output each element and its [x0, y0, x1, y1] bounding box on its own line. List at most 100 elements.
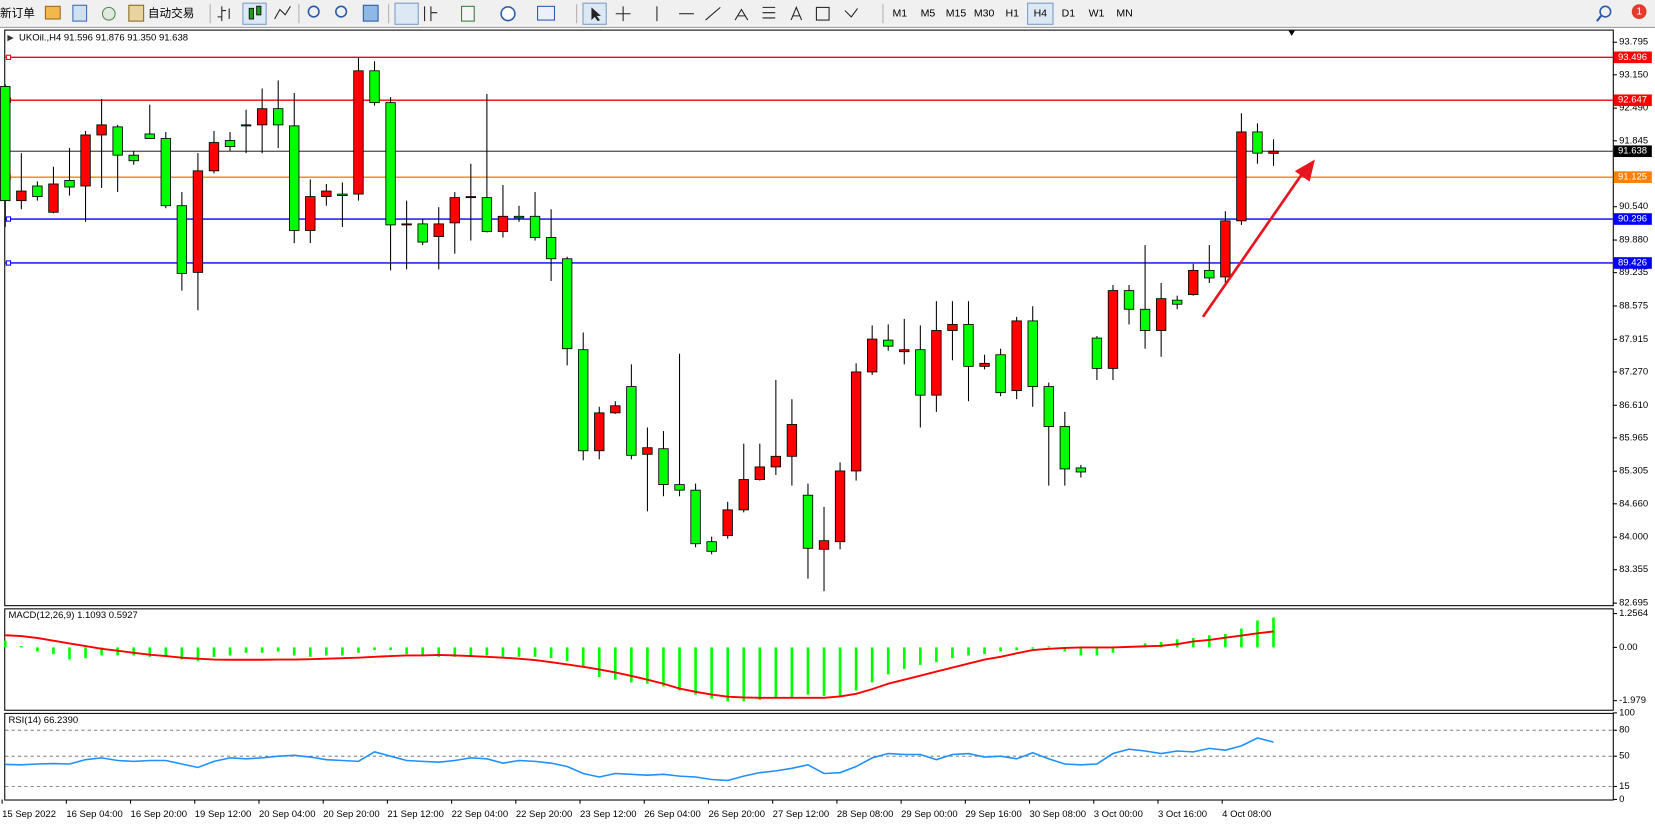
price-label-bg — [1613, 51, 1652, 64]
candle-body — [867, 338, 878, 373]
x-tick-label: 22 Sep 20:00 — [516, 809, 573, 820]
timeframe-button[interactable]: M1 — [893, 8, 908, 20]
candle-body — [802, 494, 814, 549]
y-tick-label: 86.610 — [1619, 400, 1648, 411]
autoscroll-icon[interactable] — [394, 2, 419, 25]
price-line-handle — [5, 216, 12, 222]
icon[interactable] — [44, 5, 61, 20]
x-tick-label: 29 Sep 00:00 — [901, 809, 958, 820]
new-order-button[interactable]: 新订单 — [0, 6, 35, 20]
y-tick-label: 89.235 — [1619, 267, 1648, 278]
candle-body — [224, 140, 236, 148]
line-chart-icon[interactable] — [274, 6, 291, 20]
timeframe-button[interactable]: H1 — [1005, 8, 1019, 20]
candle-body — [433, 223, 444, 237]
candle-body — [947, 324, 958, 331]
candle-body — [626, 386, 637, 456]
candle-body — [289, 125, 300, 231]
candle-body — [208, 142, 220, 172]
channel-tool[interactable] — [734, 8, 749, 21]
candle-body — [610, 405, 621, 414]
candle-body — [594, 412, 605, 452]
candle-body — [273, 108, 284, 126]
candle-body — [722, 509, 733, 537]
periods-icon[interactable] — [500, 6, 516, 22]
icon[interactable] — [72, 4, 88, 22]
auto-trading-button[interactable]: 自动交易 — [148, 6, 194, 20]
candle-body — [385, 102, 396, 226]
timeframe-button[interactable]: M15 — [946, 8, 967, 20]
x-tick-label: 21 Sep 12:00 — [387, 809, 444, 820]
search-icon[interactable] — [1599, 5, 1612, 18]
candle-body — [850, 371, 862, 472]
timeframe-button[interactable]: MN — [1116, 8, 1132, 20]
cursor-glyph — [591, 7, 601, 22]
price-label: 93.496 — [1618, 52, 1647, 63]
x-tick-label: 28 Sep 08:00 — [837, 809, 894, 820]
candle-body — [1188, 269, 1199, 296]
candle-body — [1027, 320, 1038, 388]
candle-chart-icon[interactable] — [242, 2, 267, 25]
tile-icon[interactable] — [362, 4, 379, 22]
y-tick-label: 87.270 — [1619, 366, 1648, 377]
text-tool[interactable] — [790, 6, 803, 21]
y-tick-label: 100 — [1619, 707, 1635, 718]
candle-body — [754, 466, 765, 480]
candle-body — [337, 193, 348, 197]
timeframe-button[interactable]: D1 — [1062, 8, 1076, 20]
search-handle — [1596, 15, 1602, 22]
x-tick-label: 20 Sep 04:00 — [259, 809, 316, 820]
candle-body — [995, 354, 1006, 394]
candle-body — [1139, 308, 1151, 331]
arrows-tool[interactable] — [844, 8, 859, 18]
y-tick-label: 84.660 — [1619, 498, 1648, 509]
notification-badge[interactable] — [1631, 4, 1647, 20]
y-tick-label: 88.575 — [1619, 301, 1648, 312]
candle-body — [1011, 320, 1022, 392]
timeframe-button[interactable]: M30 — [974, 8, 995, 20]
trendline-tool[interactable] — [705, 6, 721, 21]
x-tick-label: 3 Oct 00:00 — [1094, 809, 1143, 820]
candle-body — [770, 455, 782, 468]
timeframe-button[interactable]: W1 — [1089, 8, 1105, 20]
candle-body — [1075, 467, 1087, 473]
candle-body — [818, 540, 830, 550]
auto-trading-icon[interactable] — [128, 4, 145, 22]
candle-body — [963, 324, 974, 367]
y-tick-label: -1.979 — [1619, 695, 1646, 706]
zoom-out-icon[interactable] — [335, 5, 348, 18]
timeframe-button[interactable]: M5 — [921, 8, 936, 20]
indicators-icon[interactable] — [461, 5, 475, 22]
candle-body — [738, 479, 749, 511]
x-tick-label: 26 Sep 04:00 — [644, 809, 701, 820]
crosshair-tool[interactable] — [615, 6, 631, 22]
label-tool[interactable] — [815, 6, 830, 21]
candle-body — [899, 349, 910, 353]
timeframe-bar: M1 M5 M15 M30 H1 H4 D1 W1 MN — [893, 2, 1133, 25]
candle-body — [128, 154, 139, 162]
price-label-bg — [1613, 94, 1652, 107]
price-line-handle — [5, 260, 12, 266]
plot-area: 93.795 93.150 92.490 91.845 90.540 89.880 89.2… — [0, 33, 1652, 820]
bar-chart-icon[interactable] — [217, 6, 230, 22]
candle-body — [1123, 290, 1135, 310]
candle-body — [513, 215, 525, 219]
candle-body — [465, 196, 477, 199]
timeframe-button[interactable]: H4 — [1034, 8, 1048, 20]
icon[interactable] — [101, 6, 116, 21]
price-label-bg — [1613, 171, 1652, 183]
candle-body — [16, 190, 27, 202]
x-tick-label: 3 Oct 16:00 — [1158, 809, 1207, 820]
chart-shift-icon[interactable] — [424, 6, 438, 22]
price-label: 89.426 — [1618, 258, 1647, 269]
fibo-tool[interactable] — [762, 6, 776, 19]
annotation-arrowhead — [1294, 159, 1315, 182]
x-tick-label: 29 Sep 16:00 — [965, 809, 1022, 820]
zoom-in-icon[interactable] — [307, 5, 320, 18]
notification-count: 1 — [1636, 5, 1642, 17]
candle-body — [1107, 290, 1119, 369]
templates-icon[interactable] — [537, 5, 556, 21]
y-tick-label: 50 — [1619, 751, 1630, 762]
candle-body — [0, 86, 11, 202]
candle-body — [690, 489, 701, 545]
